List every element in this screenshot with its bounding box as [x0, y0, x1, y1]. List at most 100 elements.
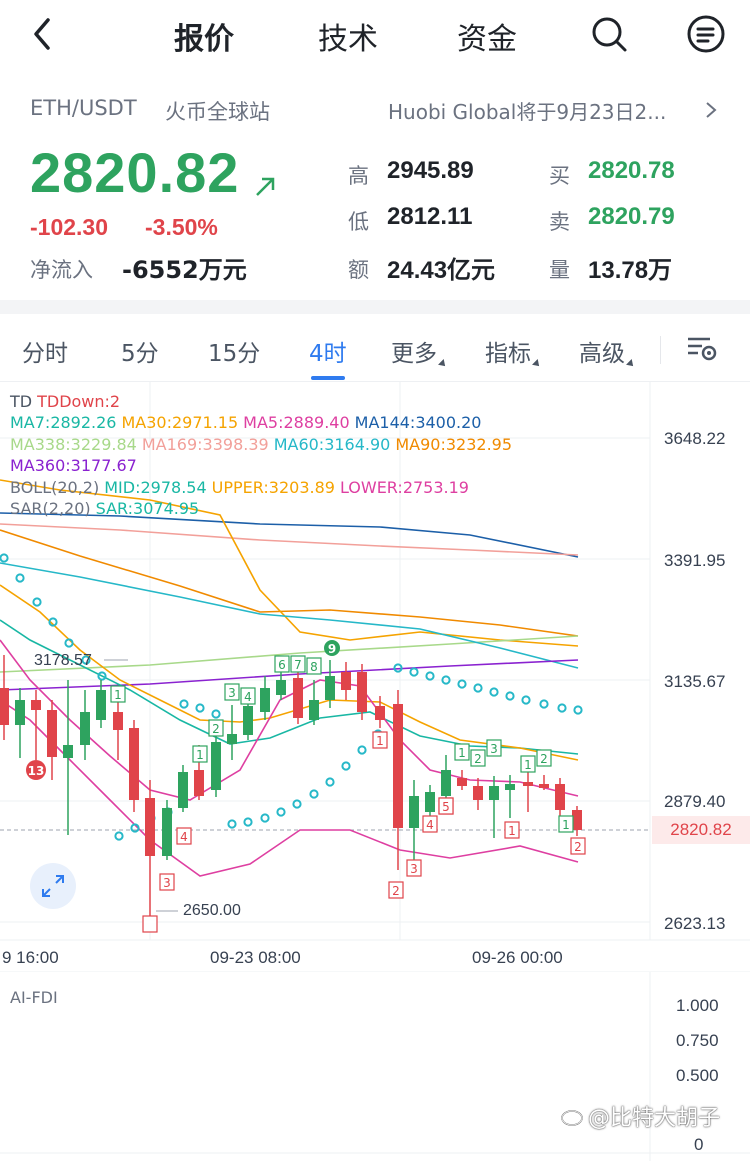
- td-marker-label: 3: [490, 742, 498, 756]
- period-tabs: 分时 5分 15分 4时 更多 指标 高级: [0, 314, 750, 382]
- td-marker-box: [372, 731, 388, 749]
- ma169-line: [0, 523, 579, 556]
- sar-dot: [489, 687, 499, 697]
- sar-dot: [227, 819, 237, 829]
- td-marker: 4: [240, 687, 256, 705]
- boll-lower: LOWER:2753.19: [339, 478, 469, 497]
- back-icon[interactable]: [28, 14, 58, 54]
- td-title: TD: [10, 392, 33, 411]
- td-marker: 2: [536, 749, 552, 767]
- sar-dot: [211, 709, 221, 719]
- amount-value: 24.43亿元: [387, 257, 496, 284]
- td-marker-label: 8: [310, 660, 318, 674]
- low-value: 2812.11: [387, 203, 473, 230]
- sar-dot: [557, 703, 567, 713]
- pair-name: ETH/USDT: [30, 96, 137, 120]
- candle-body: [393, 704, 403, 828]
- td-marker-badge: [324, 640, 340, 656]
- td-marker-box: [470, 749, 486, 767]
- fdi-y-tick: 0.750: [676, 1031, 719, 1050]
- chevron-right-icon[interactable]: [704, 100, 718, 120]
- td-marker-label: 1: [458, 746, 466, 760]
- sar-dot: [325, 777, 335, 787]
- candle-body: [473, 786, 483, 800]
- sar-value: SAR:3074.95: [95, 499, 200, 518]
- candle-body: [505, 784, 515, 790]
- td-marker: 3: [224, 683, 240, 701]
- candle-body: [441, 770, 451, 796]
- y-tick: 2623.13: [664, 914, 726, 933]
- period-tab-timeshare[interactable]: 分时: [22, 341, 68, 367]
- search-icon[interactable]: [589, 14, 629, 54]
- td-marker: 1: [520, 755, 536, 773]
- sar-dot: [15, 573, 25, 583]
- candle-body: [309, 700, 319, 720]
- sar-dot: [341, 761, 351, 771]
- fullscreen-button[interactable]: [30, 863, 76, 909]
- period-tab-more[interactable]: 更多: [391, 334, 448, 369]
- td-marker-box: [224, 683, 240, 701]
- chart-settings-icon[interactable]: [686, 334, 718, 362]
- boll-upper: UPPER:3203.89: [211, 478, 335, 497]
- period-tab-5m[interactable]: 5分: [121, 341, 159, 367]
- sar-dot: [521, 695, 531, 705]
- td-marker-label: 3: [163, 876, 171, 890]
- td-marker: 1: [558, 815, 574, 833]
- tab-quote[interactable]: 报价: [174, 22, 234, 57]
- sar-dot: [32, 597, 42, 607]
- sar-dot: [195, 703, 205, 713]
- ma60-value: MA60:3164.90: [273, 435, 391, 454]
- net-flow-label: 净流入: [30, 258, 93, 282]
- candle-body: [211, 742, 221, 790]
- menu-icon[interactable]: [686, 14, 726, 54]
- period-tab-15m[interactable]: 15分: [208, 341, 261, 367]
- sar-dot: [409, 667, 419, 677]
- lower-line: [0, 699, 579, 877]
- candle-body: [194, 770, 204, 796]
- sar-dot: [573, 705, 583, 715]
- candle-body: [243, 706, 253, 735]
- ma360-line: [0, 659, 579, 691]
- section-divider: [0, 300, 750, 314]
- sar-dot: [114, 831, 124, 841]
- td-marker: 4: [176, 827, 192, 845]
- period-tab-indicators[interactable]: 指标: [485, 334, 542, 369]
- candle-body: [178, 772, 188, 808]
- td-marker-label: 1: [562, 818, 570, 832]
- candlestick-chart[interactable]: 111234567891234512312131234: [0, 382, 750, 972]
- high-price-note: 3178.57: [34, 652, 92, 669]
- td-marker: 2: [470, 749, 486, 767]
- candles: [0, 655, 582, 920]
- td-marker-label: 6: [278, 658, 286, 672]
- td-marker-label: 3: [228, 686, 236, 700]
- period-tab-4h[interactable]: 4时: [309, 341, 347, 367]
- sar-title: SAR(2,20): [10, 499, 91, 518]
- ma90-value: MA90:3232.95: [395, 435, 513, 454]
- td-marker: 2: [388, 881, 404, 899]
- tab-funds[interactable]: 资金: [457, 22, 517, 57]
- sar-dot: [309, 789, 319, 799]
- td-marker: 3: [486, 739, 502, 757]
- y-tick: 3391.95: [664, 551, 726, 570]
- td-marker-box: [176, 827, 192, 845]
- tab-technical[interactable]: 技术: [318, 22, 378, 57]
- fdi-y-tick: 0.500: [676, 1066, 719, 1085]
- sar-dot: [64, 638, 74, 648]
- notice-text[interactable]: Huobi Global将于9月23日2...: [388, 100, 667, 124]
- td-value: TDDown:2: [37, 392, 121, 411]
- volume-label: 量: [549, 258, 570, 282]
- td-marker-label: 7: [294, 658, 302, 672]
- ma144-value: MA144:3400.20: [354, 413, 482, 432]
- sar-dot: [357, 745, 367, 755]
- td-marker-box: [520, 755, 536, 773]
- x-tick: 09-26 00:00: [472, 948, 563, 967]
- sar-dot: [457, 679, 467, 689]
- current-price-tag: 2820.82: [652, 816, 750, 844]
- candle-body: [572, 810, 582, 830]
- period-tab-advanced[interactable]: 高级: [579, 334, 636, 369]
- bid-label: 买: [549, 164, 570, 188]
- td-marker-label: 9: [328, 642, 336, 656]
- net-flow-value: -6552万元: [122, 256, 247, 284]
- td-marker: 2: [208, 719, 224, 737]
- fdi-label: AI-FDI: [10, 988, 58, 1007]
